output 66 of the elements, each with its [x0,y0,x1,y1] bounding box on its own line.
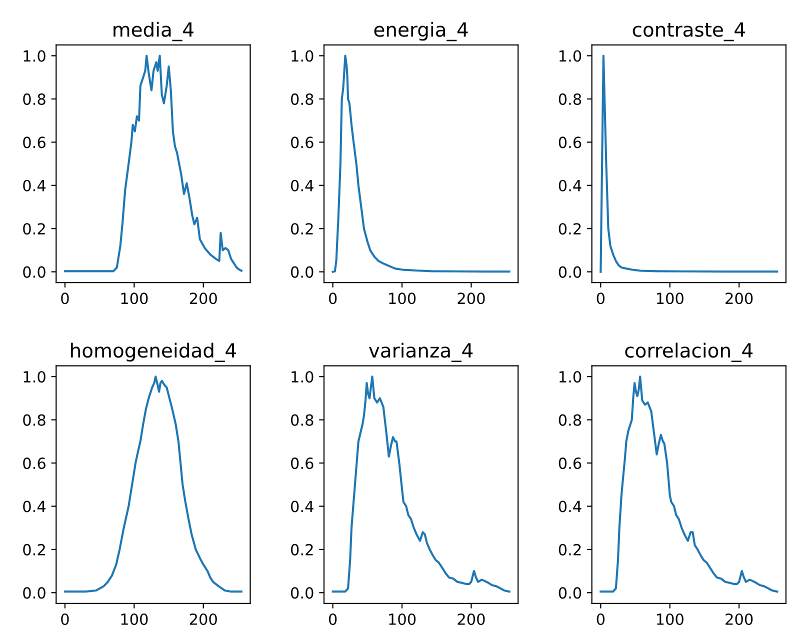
x-tick-label: 200 [458,613,485,626]
x-tick-label: 100 [656,613,684,626]
x-tick-label: 0 [61,292,69,304]
chart-title: correlacion_4 [625,342,753,362]
x-tick-label: 0 [596,292,605,304]
x-tick-label: 200 [726,613,753,626]
x-tick-label: 200 [458,292,485,304]
x-tick-label: 0 [328,292,337,304]
line-series [600,54,778,273]
y-tick-label: 0.4 [290,180,314,192]
chart-title: media_4 [114,22,194,42]
y-tick-label: 0.2 [23,223,45,235]
x-tick-label: 100 [121,613,148,626]
y-tick-label: 0.0 [23,587,46,599]
y-tick-label: 0.2 [290,544,313,556]
y-tick-label: 0.0 [290,587,314,599]
y-tick-label: 0.6 [558,458,582,470]
y-tick-label: 0.6 [290,458,314,470]
line-series [64,376,242,593]
line-series [600,376,778,593]
y-tick-label: 1.0 [560,371,582,383]
x-tick-label: 0 [328,613,337,626]
x-tick-label: 100 [389,292,416,304]
x-tick-label: 200 [190,613,217,626]
x-tick-label: 200 [726,292,753,304]
x-tick-label: 100 [656,292,684,304]
x-tick-label: 200 [190,292,217,304]
y-tick-label: 0.4 [290,500,314,512]
y-tick-label: 1.0 [292,371,314,383]
y-tick-label: 0.6 [23,136,46,148]
x-tick-label: 0 [596,613,605,626]
y-tick-label: 0.4 [23,180,46,192]
y-tick-label: 0.4 [23,500,46,512]
y-tick-label: 0.6 [558,136,582,148]
line-series [332,376,510,593]
y-tick-label: 0.6 [23,458,46,470]
x-tick-label: 100 [121,292,148,304]
chart-title: energia_4 [374,22,468,42]
y-tick-label: 1.0 [560,50,582,62]
y-tick-label: 0.4 [558,180,582,192]
chart-title: contraste_4 [632,22,745,42]
x-tick-label: 100 [389,613,416,626]
y-tick-label: 0.6 [290,136,314,148]
y-tick-label: 0.0 [23,266,46,278]
y-tick-label: 1.0 [24,50,46,62]
y-tick-label: 1.0 [24,371,46,383]
y-tick-label: 0.8 [290,414,314,426]
y-tick-label: 0.2 [558,223,581,235]
y-tick-label: 0.8 [23,414,46,426]
line-series [332,54,510,273]
y-tick-label: 0.8 [290,93,314,105]
y-tick-label: 0.8 [23,93,46,105]
line-series [64,54,242,272]
y-tick-label: 0.2 [290,223,313,235]
x-tick-label: 0 [61,613,69,626]
y-tick-label: 0.2 [558,544,581,556]
y-tick-label: 0.0 [558,587,582,599]
y-tick-label: 0.0 [290,266,314,278]
y-tick-label: 1.0 [292,50,314,62]
chart-title: homogeneidad_4 [71,342,236,362]
y-tick-label: 0.8 [558,414,582,426]
y-tick-label: 0.2 [23,544,45,556]
y-tick-label: 0.4 [558,500,582,512]
y-tick-label: 0.8 [558,93,582,105]
chart-title: varianza_4 [368,342,473,362]
y-tick-label: 0.0 [558,266,582,278]
